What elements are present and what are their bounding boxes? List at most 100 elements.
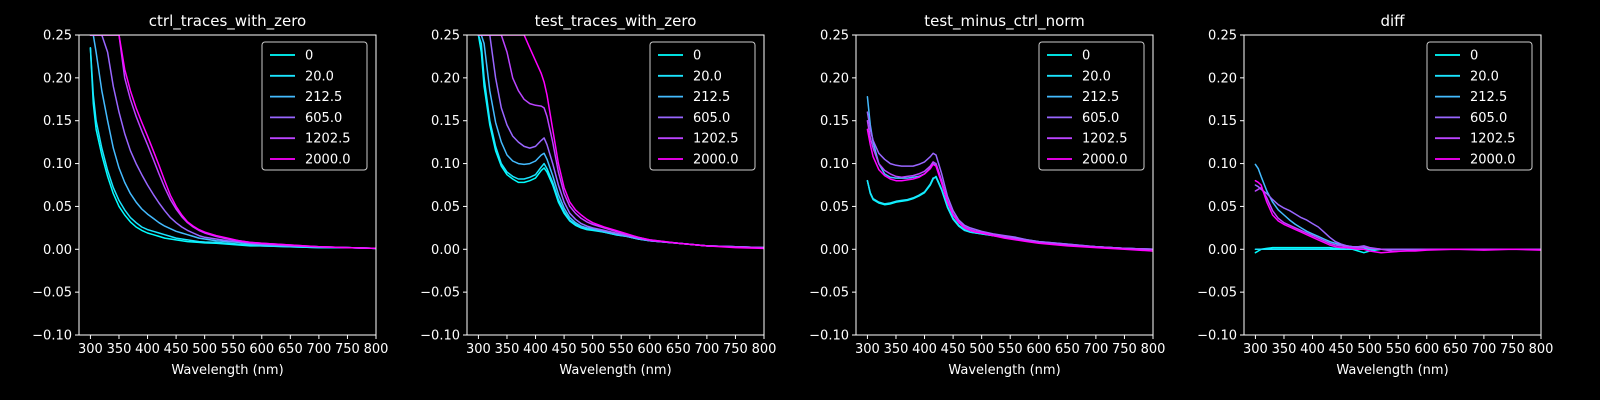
chart-3-legend-label-2: 20.0 bbox=[1082, 69, 1111, 84]
chart-3-legend-label-1: 0 bbox=[1082, 49, 1090, 64]
chart-2-series-line-4 bbox=[477, 35, 764, 249]
chart-1-xtick-label-300: 300 bbox=[78, 342, 103, 357]
chart-2-legend-label-5: 1202.5 bbox=[693, 132, 739, 147]
chart-2-xlabel: Wavelength (nm) bbox=[559, 363, 671, 378]
chart-4-ytick-label-1: −0.05 bbox=[1197, 286, 1237, 301]
chart-3-xtick-label-550: 550 bbox=[998, 342, 1023, 357]
chart-4-series-group bbox=[1254, 163, 1541, 254]
chart-3-ytick-label-5: 0.15 bbox=[820, 114, 849, 129]
chart-4-ytick-label-7: 0.25 bbox=[1208, 29, 1237, 44]
chart-3-xtick-label-750: 750 bbox=[1112, 342, 1137, 357]
chart-2-ytick-label-4: 0.10 bbox=[431, 157, 460, 172]
chart-2-series-group bbox=[477, 35, 764, 250]
chart-2-legend-label-2: 20.0 bbox=[693, 69, 722, 84]
chart-2-legend-box bbox=[649, 41, 756, 171]
chart-2-ytick-label-2: 0.00 bbox=[431, 243, 460, 258]
chart-1-series-line-6 bbox=[89, 35, 376, 250]
chart-3-xtick-label-600: 600 bbox=[1026, 342, 1051, 357]
chart-4-ytick-label-4: 0.10 bbox=[1208, 157, 1237, 172]
chart-2-xtick-label-450: 450 bbox=[552, 342, 577, 357]
chart-4-xtick-label-550: 550 bbox=[1386, 342, 1411, 357]
chart-1-xtick-label-350: 350 bbox=[107, 342, 132, 357]
chart-1-ytick-label-5: 0.15 bbox=[43, 114, 72, 129]
chart-3-ytick-label-1: −0.05 bbox=[809, 286, 849, 301]
chart-4-legend-label-3: 212.5 bbox=[1470, 90, 1507, 105]
chart-1-ytick-label-2: 0.00 bbox=[43, 243, 72, 258]
chart-1-xtick-label-750: 750 bbox=[335, 342, 360, 357]
chart-3-legend-box bbox=[1038, 41, 1145, 171]
chart-4-legend: 0 20.0 212.5 605.0 1202.5 2000.0 bbox=[1426, 41, 1533, 171]
chart-2-xtick-label-300: 300 bbox=[466, 342, 491, 357]
chart-1-series-line-4 bbox=[89, 35, 376, 250]
chart-4-title: diff bbox=[1380, 12, 1405, 30]
chart-1-series-line-2 bbox=[89, 47, 376, 250]
chart-3-xtick-label-300: 300 bbox=[855, 342, 880, 357]
chart-4-xtick-label-750: 750 bbox=[1500, 342, 1525, 357]
chart-4-panel: 300 350 400 450 500 550 600 650 700 750 800−0.10−0… bbox=[1197, 12, 1553, 378]
chart-2-ytick-label-7: 0.25 bbox=[431, 29, 460, 44]
chart-3-xtick-label-450: 450 bbox=[941, 342, 966, 357]
chart-4-legend-label-2: 20.0 bbox=[1470, 69, 1499, 84]
chart-2-legend-label-6: 2000.0 bbox=[693, 153, 739, 168]
chart-2-xtick-label-350: 350 bbox=[495, 342, 520, 357]
chart-4-xtick-label-350: 350 bbox=[1272, 342, 1297, 357]
chart-3-xtick-label-650: 650 bbox=[1055, 342, 1080, 357]
chart-2-xtick-label-750: 750 bbox=[723, 342, 748, 357]
chart-4-xlabel: Wavelength (nm) bbox=[1336, 363, 1448, 378]
chart-1-xlabel: Wavelength (nm) bbox=[171, 363, 283, 378]
chart-1-xtick-label-800: 800 bbox=[364, 342, 389, 357]
chart-1-title: ctrl_traces_with_zero bbox=[149, 12, 306, 31]
chart-2-xtick-label-800: 800 bbox=[752, 342, 777, 357]
chart-4-legend-label-4: 605.0 bbox=[1470, 111, 1507, 126]
chart-2-ytick-label-6: 0.20 bbox=[431, 71, 460, 86]
chart-3-series-line-4 bbox=[866, 111, 1153, 251]
chart-1-ytick-label-0: −0.10 bbox=[32, 329, 72, 344]
chart-4-ytick-label-6: 0.20 bbox=[1208, 71, 1237, 86]
chart-4-xtick-label-500: 500 bbox=[1357, 342, 1382, 357]
chart-3-xlabel: Wavelength (nm) bbox=[948, 363, 1060, 378]
chart-3-xtick-label-700: 700 bbox=[1083, 342, 1108, 357]
chart-2-xtick-label-550: 550 bbox=[609, 342, 634, 357]
chart-3-ytick-label-0: −0.10 bbox=[809, 329, 849, 344]
chart-3-ytick-label-2: 0.00 bbox=[820, 243, 849, 258]
chart-1-legend-label-2: 20.0 bbox=[305, 69, 334, 84]
chart-1-legend-label-6: 2000.0 bbox=[305, 153, 351, 168]
chart-2-legend: 0 20.0 212.5 605.0 1202.5 2000.0 bbox=[649, 41, 756, 171]
chart-3-series-line-6 bbox=[866, 128, 1153, 252]
chart-1-xtick-label-450: 450 bbox=[164, 342, 189, 357]
chart-2-ytick-label-3: 0.05 bbox=[431, 200, 460, 215]
chart-4-xtick-label-300: 300 bbox=[1243, 342, 1268, 357]
chart-4-ytick-label-2: 0.00 bbox=[1208, 243, 1237, 258]
chart-3-legend: 0 20.0 212.5 605.0 1202.5 2000.0 bbox=[1038, 41, 1145, 171]
chart-3-xtick-label-500: 500 bbox=[969, 342, 994, 357]
chart-4-series-line-4 bbox=[1254, 184, 1541, 251]
chart-2-series-line-6 bbox=[477, 35, 764, 250]
chart-4-series-line-5 bbox=[1254, 186, 1541, 252]
chart-3-ytick-label-4: 0.10 bbox=[820, 157, 849, 172]
chart-1-xtick-label-500: 500 bbox=[192, 342, 217, 357]
chart-1-ytick-label-4: 0.10 bbox=[43, 157, 72, 172]
chart-2-axes-frame bbox=[466, 34, 765, 336]
chart-4-legend-label-6: 2000.0 bbox=[1470, 153, 1516, 168]
chart-1-legend: 0 20.0 212.5 605.0 1202.5 2000.0 bbox=[261, 41, 368, 171]
chart-4-ytick-label-0: −0.10 bbox=[1197, 329, 1237, 344]
chart-2-xtick-label-400: 400 bbox=[523, 342, 548, 357]
chart-1-xtick-label-650: 650 bbox=[278, 342, 303, 357]
chart-3-ytick-label-7: 0.25 bbox=[820, 29, 849, 44]
chart-3-legend-label-4: 605.0 bbox=[1082, 111, 1119, 126]
chart-1-ytick-label-7: 0.25 bbox=[43, 29, 72, 44]
chart-2-ytick-label-1: −0.05 bbox=[420, 286, 460, 301]
chart-4-axes-frame bbox=[1243, 34, 1542, 336]
chart-1-ytick-label-1: −0.05 bbox=[32, 286, 72, 301]
chart-3-panel: 300 350 400 450 500 550 600 650 700 750 800−0.10−0… bbox=[809, 12, 1165, 378]
chart-4-xtick-label-700: 700 bbox=[1471, 342, 1496, 357]
chart-1-series-line-1 bbox=[89, 47, 376, 250]
chart-2-legend-label-1: 0 bbox=[693, 49, 701, 64]
chart-2-xtick-label-650: 650 bbox=[666, 342, 691, 357]
chart-2-series-line-3 bbox=[477, 35, 764, 249]
chart-4-legend-label-5: 1202.5 bbox=[1470, 132, 1516, 147]
chart-3-axes-frame bbox=[855, 34, 1154, 336]
chart-1-ytick-label-3: 0.05 bbox=[43, 200, 72, 215]
chart-2-xtick-label-700: 700 bbox=[694, 342, 719, 357]
